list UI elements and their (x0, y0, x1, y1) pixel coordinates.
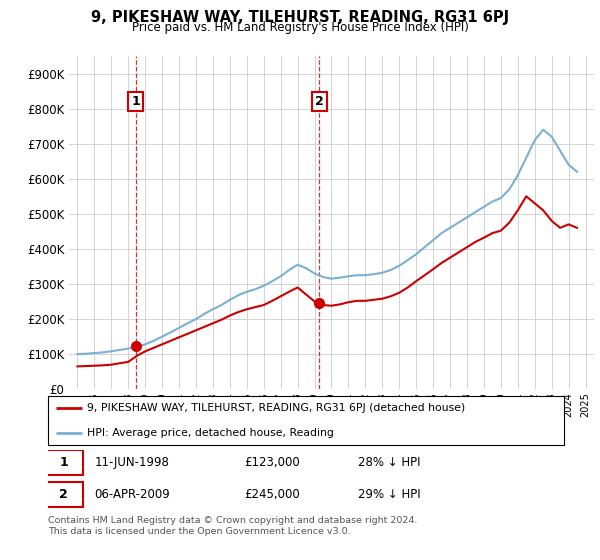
Text: 28% ↓ HPI: 28% ↓ HPI (358, 456, 420, 469)
Text: 06-APR-2009: 06-APR-2009 (94, 488, 170, 501)
Text: HPI: Average price, detached house, Reading: HPI: Average price, detached house, Read… (86, 428, 334, 438)
Text: 1: 1 (131, 95, 140, 108)
FancyBboxPatch shape (44, 482, 83, 507)
Text: £245,000: £245,000 (244, 488, 300, 501)
FancyBboxPatch shape (44, 450, 83, 475)
FancyBboxPatch shape (48, 396, 564, 445)
Text: 9, PIKESHAW WAY, TILEHURST, READING, RG31 6PJ: 9, PIKESHAW WAY, TILEHURST, READING, RG3… (91, 10, 509, 25)
Text: 11-JUN-1998: 11-JUN-1998 (94, 456, 169, 469)
Text: Price paid vs. HM Land Registry's House Price Index (HPI): Price paid vs. HM Land Registry's House … (131, 21, 469, 34)
Text: 1: 1 (59, 456, 68, 469)
Text: 9, PIKESHAW WAY, TILEHURST, READING, RG31 6PJ (detached house): 9, PIKESHAW WAY, TILEHURST, READING, RG3… (86, 403, 465, 413)
Text: 29% ↓ HPI: 29% ↓ HPI (358, 488, 420, 501)
Text: £123,000: £123,000 (244, 456, 300, 469)
Text: Contains HM Land Registry data © Crown copyright and database right 2024.
This d: Contains HM Land Registry data © Crown c… (48, 516, 418, 536)
Text: 2: 2 (59, 488, 68, 501)
Text: 2: 2 (315, 95, 323, 108)
